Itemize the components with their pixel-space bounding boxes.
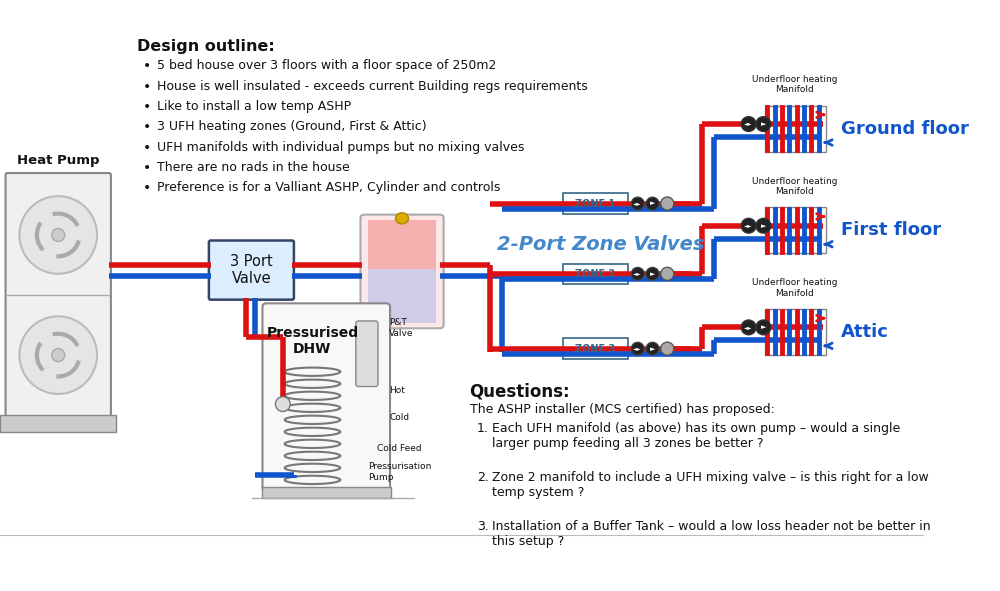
FancyBboxPatch shape bbox=[360, 215, 444, 329]
Text: ►: ► bbox=[761, 324, 766, 330]
Text: Pressurisation
Pump: Pressurisation Pump bbox=[368, 462, 431, 482]
Text: ►: ► bbox=[761, 223, 766, 229]
FancyBboxPatch shape bbox=[209, 241, 294, 300]
Circle shape bbox=[756, 116, 771, 131]
FancyBboxPatch shape bbox=[6, 173, 111, 417]
Text: Zone 2 manifold to include a UFH mixing valve – is this right for a low
temp sys: Zone 2 manifold to include a UFH mixing … bbox=[492, 470, 928, 499]
Circle shape bbox=[646, 267, 659, 280]
Text: Installation of a Buffer Tank – would a low loss header not be better in
this se: Installation of a Buffer Tank – would a … bbox=[492, 519, 930, 548]
Text: Underfloor heating
Manifold: Underfloor heating Manifold bbox=[752, 75, 838, 95]
Text: •: • bbox=[143, 100, 152, 114]
Bar bbox=[368, 220, 436, 269]
Text: Heat Pump: Heat Pump bbox=[17, 154, 99, 167]
Circle shape bbox=[646, 342, 659, 355]
Text: ►: ► bbox=[650, 200, 655, 206]
Text: ►: ► bbox=[650, 271, 655, 277]
Text: ZONE 1: ZONE 1 bbox=[575, 199, 615, 209]
Text: 2-Port Zone Valves: 2-Port Zone Valves bbox=[497, 235, 705, 254]
Circle shape bbox=[52, 349, 65, 362]
Text: Hot: Hot bbox=[389, 385, 405, 395]
Text: Underfloor heating
Manifold: Underfloor heating Manifold bbox=[752, 177, 838, 196]
Circle shape bbox=[631, 267, 644, 280]
Text: ►: ► bbox=[650, 346, 655, 352]
Bar bbox=[0, 415, 116, 432]
Ellipse shape bbox=[396, 213, 409, 224]
Text: Design outline:: Design outline: bbox=[137, 39, 275, 54]
Text: 3 Port
Valve: 3 Port Valve bbox=[230, 254, 273, 286]
Text: ◄►: ◄► bbox=[744, 122, 753, 126]
Text: There are no rads in the house: There are no rads in the house bbox=[157, 161, 350, 174]
Text: Questions:: Questions: bbox=[470, 383, 570, 401]
Text: Cold Feed: Cold Feed bbox=[377, 444, 422, 453]
Text: 1.: 1. bbox=[477, 421, 489, 434]
Text: Attic: Attic bbox=[841, 323, 889, 341]
Text: Pressurised
DHW: Pressurised DHW bbox=[266, 326, 358, 356]
Text: House is well insulated - exceeds current Building regs requirements: House is well insulated - exceeds curren… bbox=[157, 80, 588, 93]
Circle shape bbox=[756, 218, 771, 233]
Text: ◄►: ◄► bbox=[744, 223, 753, 228]
Circle shape bbox=[741, 218, 756, 233]
Circle shape bbox=[741, 320, 756, 335]
Circle shape bbox=[661, 197, 674, 210]
Bar bbox=[765, 309, 826, 355]
Circle shape bbox=[661, 267, 674, 280]
Circle shape bbox=[631, 197, 644, 210]
Circle shape bbox=[19, 196, 97, 274]
Text: •: • bbox=[143, 141, 152, 155]
FancyBboxPatch shape bbox=[563, 264, 628, 284]
Circle shape bbox=[19, 316, 97, 394]
Text: •: • bbox=[143, 161, 152, 175]
Circle shape bbox=[661, 267, 674, 280]
Circle shape bbox=[661, 342, 674, 355]
Text: ZONE 2: ZONE 2 bbox=[575, 269, 615, 279]
Text: ◄►: ◄► bbox=[744, 325, 753, 330]
Text: ◄►: ◄► bbox=[633, 201, 642, 206]
Text: 2.: 2. bbox=[477, 470, 489, 483]
Text: P&T
Valve: P&T Valve bbox=[389, 318, 414, 337]
Text: Ground floor: Ground floor bbox=[841, 119, 969, 138]
Text: UFH manifolds with individual pumps but no mixing valves: UFH manifolds with individual pumps but … bbox=[157, 141, 524, 154]
Bar bbox=[262, 487, 391, 498]
Text: 3 UFH heating zones (Ground, First & Attic): 3 UFH heating zones (Ground, First & Att… bbox=[157, 121, 427, 134]
Text: First floor: First floor bbox=[841, 222, 941, 239]
Circle shape bbox=[661, 197, 674, 210]
Text: 5 bed house over 3 floors with a floor space of 250m2: 5 bed house over 3 floors with a floor s… bbox=[157, 59, 496, 72]
Circle shape bbox=[741, 116, 756, 131]
Text: •: • bbox=[143, 121, 152, 134]
Text: Like to install a low temp ASHP: Like to install a low temp ASHP bbox=[157, 100, 351, 113]
FancyBboxPatch shape bbox=[563, 339, 628, 359]
Text: •: • bbox=[143, 59, 152, 73]
Circle shape bbox=[756, 320, 771, 335]
Text: ◄►: ◄► bbox=[633, 346, 642, 351]
Text: Preference is for a Valliant ASHP, Cylinder and controls: Preference is for a Valliant ASHP, Cylin… bbox=[157, 181, 500, 194]
Text: The ASHP installer (MCS certified) has proposed:: The ASHP installer (MCS certified) has p… bbox=[470, 403, 774, 416]
Text: 3.: 3. bbox=[477, 519, 489, 532]
FancyBboxPatch shape bbox=[563, 193, 628, 214]
Circle shape bbox=[646, 197, 659, 210]
Circle shape bbox=[631, 342, 644, 355]
Text: ZONE 3: ZONE 3 bbox=[575, 343, 615, 353]
Text: •: • bbox=[143, 80, 152, 94]
Text: ►: ► bbox=[761, 121, 766, 127]
Bar bbox=[368, 269, 436, 323]
Circle shape bbox=[661, 342, 674, 355]
Text: Underfloor heating
Manifold: Underfloor heating Manifold bbox=[752, 278, 838, 298]
FancyBboxPatch shape bbox=[262, 303, 390, 491]
Circle shape bbox=[52, 229, 65, 242]
Text: Each UFH manifold (as above) has its own pump – would a single
larger pump feedi: Each UFH manifold (as above) has its own… bbox=[492, 421, 900, 450]
Text: Cold: Cold bbox=[389, 413, 409, 423]
Bar bbox=[765, 106, 826, 152]
Text: ◄►: ◄► bbox=[633, 271, 642, 276]
Circle shape bbox=[275, 397, 290, 411]
Bar bbox=[765, 207, 826, 254]
FancyBboxPatch shape bbox=[356, 321, 378, 387]
Text: •: • bbox=[143, 181, 152, 196]
